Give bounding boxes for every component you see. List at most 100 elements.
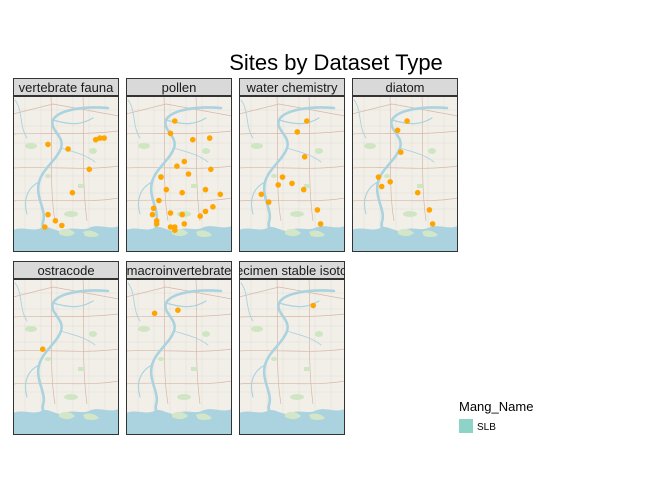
site-point [279, 174, 286, 180]
basemap-tile [126, 96, 232, 252]
site-point [265, 199, 272, 205]
site-point [153, 218, 160, 224]
panel-border [126, 96, 232, 252]
basemap-tile [126, 279, 232, 435]
facet-strip-label: ostracode [37, 263, 94, 278]
site-point [59, 222, 65, 229]
site-point [217, 191, 224, 198]
legend: Mang_Name SLB [459, 399, 533, 433]
site-point [289, 180, 295, 187]
site-point [190, 136, 196, 143]
facet-macroinvertebrate: macroinvertebrate [126, 261, 232, 435]
facet-strip [13, 261, 119, 279]
facet-pollen: pollen [126, 78, 232, 252]
site-point [294, 129, 301, 135]
panel-border [126, 279, 232, 435]
site-point [317, 221, 324, 227]
facet-strip-label: vertebrate fauna [19, 80, 114, 95]
site-point [174, 163, 180, 169]
site-point [310, 302, 317, 309]
site-point [150, 205, 157, 212]
legend-key-slb [459, 419, 473, 433]
site-point [86, 166, 93, 173]
facet-water-chemistry: water chemistry [239, 78, 345, 252]
legend-title: Mang_Name [459, 399, 533, 414]
site-point [398, 149, 404, 155]
site-point [275, 182, 282, 188]
site-point [404, 118, 410, 124]
site-point [158, 174, 164, 180]
site-point [163, 186, 170, 193]
site-point [172, 227, 178, 233]
facet-strip [126, 78, 232, 96]
site-point [172, 118, 178, 124]
site-point [258, 191, 265, 198]
facet-panels: vertebrate fauna pollen water chemistry dia… [13, 78, 458, 435]
facet-strip-label: diatom [385, 80, 424, 95]
facet-specimen-stable-isotope: specimen stable isotope [222, 261, 361, 435]
facet-strip-label: macroinvertebrate [127, 263, 232, 278]
site-point [52, 218, 59, 224]
panel-border [13, 279, 119, 435]
panel-border [239, 279, 345, 435]
site-point [426, 207, 433, 213]
site-point [149, 211, 156, 218]
panel-border [13, 96, 119, 252]
site-point [167, 130, 174, 137]
site-point [429, 221, 436, 227]
site-point [202, 186, 209, 193]
facet-strip-label: specimen stable isotope [222, 263, 361, 278]
site-point [175, 307, 181, 314]
facet-vertebrate-fauna: vertebrate fauna [13, 78, 119, 252]
site-point [69, 189, 76, 196]
site-point [414, 189, 421, 196]
site-point [151, 310, 158, 317]
site-point [301, 154, 308, 160]
legend-label-slb: SLB [477, 422, 496, 433]
site-point [185, 171, 192, 177]
site-point [202, 208, 209, 215]
facet-strip [126, 261, 232, 279]
basemap-tile [13, 279, 119, 435]
facet-strip [13, 78, 119, 96]
site-point [167, 210, 174, 216]
site-point [101, 135, 107, 141]
facet-diatom: diatom [352, 78, 458, 252]
site-point [65, 146, 71, 152]
site-point [181, 221, 188, 227]
site-point [206, 135, 213, 141]
basemap-tile [239, 279, 345, 435]
site-point [181, 158, 188, 165]
facet-strip [239, 261, 345, 279]
site-point [314, 207, 321, 213]
facet-strip [239, 78, 345, 96]
facet-strip-label: water chemistry [245, 80, 338, 95]
facet-strip-label: pollen [162, 80, 197, 95]
site-point [167, 224, 174, 230]
site-point [197, 213, 203, 219]
site-point [300, 186, 307, 193]
facet-strip [352, 78, 458, 96]
facet-ostracode: ostracode [13, 261, 119, 435]
chart-title: Sites by Dataset Type [229, 50, 443, 75]
site-point [156, 197, 162, 204]
basemap-tile [239, 96, 345, 252]
site-point [304, 118, 310, 124]
site-point [39, 346, 46, 353]
site-point [208, 166, 214, 173]
site-point [45, 211, 51, 218]
basemap-tile [13, 96, 119, 252]
panel-border [352, 96, 458, 252]
site-point [179, 211, 185, 218]
site-point [375, 174, 382, 180]
site-point [45, 141, 51, 148]
site-point [42, 224, 48, 230]
site-point [92, 136, 99, 143]
site-point [394, 127, 401, 134]
site-point [97, 135, 103, 141]
site-point [387, 179, 394, 185]
site-point [378, 183, 385, 190]
panel-border [239, 96, 345, 252]
site-point [210, 204, 216, 210]
